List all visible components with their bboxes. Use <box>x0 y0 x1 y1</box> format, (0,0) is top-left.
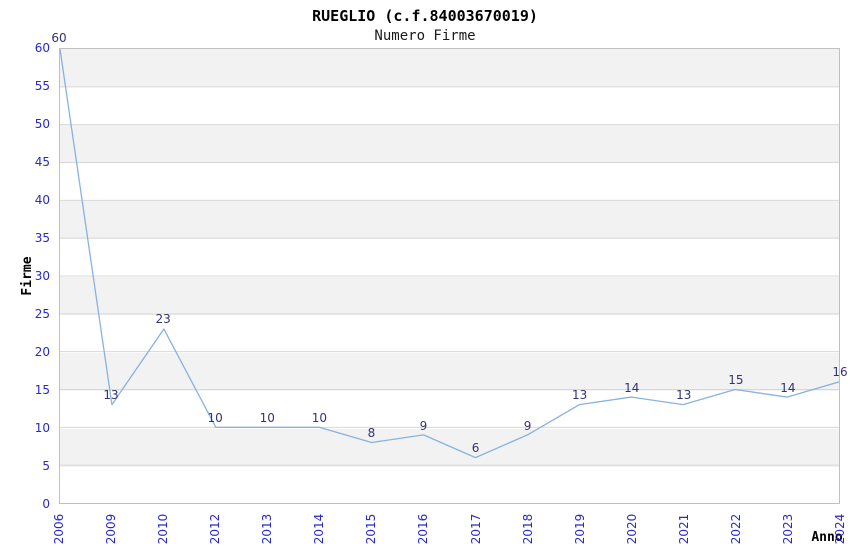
y-tick-label: 25 <box>34 307 50 321</box>
x-tick-label: 2022 <box>728 513 743 545</box>
x-axis-label: Anno <box>811 530 843 545</box>
x-tick-label: 2018 <box>520 513 535 545</box>
x-tick-label: 2021 <box>676 513 691 545</box>
x-tick-label: 2015 <box>364 513 379 545</box>
x-tick-label: 2013 <box>260 513 275 545</box>
y-tick-label: 15 <box>34 383 50 397</box>
line-chart-svg <box>60 49 839 466</box>
x-tick-label: 2014 <box>312 513 327 545</box>
y-tick-label: 30 <box>34 269 50 283</box>
x-tick-label: 2012 <box>208 513 223 545</box>
y-tick-label: 40 <box>34 193 50 207</box>
y-axis-ticks: 0 5 10 15 20 25 30 35 40 45 50 55 60 <box>0 41 50 511</box>
x-tick-label: 2023 <box>780 513 795 545</box>
y-tick-label: 5 <box>42 459 50 473</box>
x-tick-label: 2017 <box>468 513 483 545</box>
y-tick-label: 60 <box>34 41 50 55</box>
series-line <box>60 49 839 459</box>
y-tick-label: 55 <box>34 79 50 93</box>
x-tick-label: 2016 <box>416 513 431 545</box>
x-tick-label: 2009 <box>104 513 119 545</box>
y-tick-label: 0 <box>42 497 50 511</box>
y-tick-label: 10 <box>34 421 50 435</box>
y-tick-label: 35 <box>34 231 50 245</box>
x-tick-label: 2019 <box>572 513 587 545</box>
y-tick-label: 20 <box>34 345 50 359</box>
x-tick-label: 2020 <box>624 513 639 545</box>
y-tick-label: 45 <box>34 155 50 169</box>
chart-title: RUEGLIO (c.f.84003670019) <box>312 7 538 25</box>
chart-subtitle: Numero Firme <box>374 28 476 44</box>
x-tick-label: 2024 <box>833 513 847 545</box>
plot-area <box>59 48 840 504</box>
x-tick-label: 2010 <box>156 513 171 545</box>
x-axis-ticks: 2006 2009 2010 2012 2013 2014 2015 2016 2017 2018… <box>52 504 847 550</box>
x-tick-label: 2006 <box>52 513 66 545</box>
y-tick-label: 50 <box>34 117 50 131</box>
